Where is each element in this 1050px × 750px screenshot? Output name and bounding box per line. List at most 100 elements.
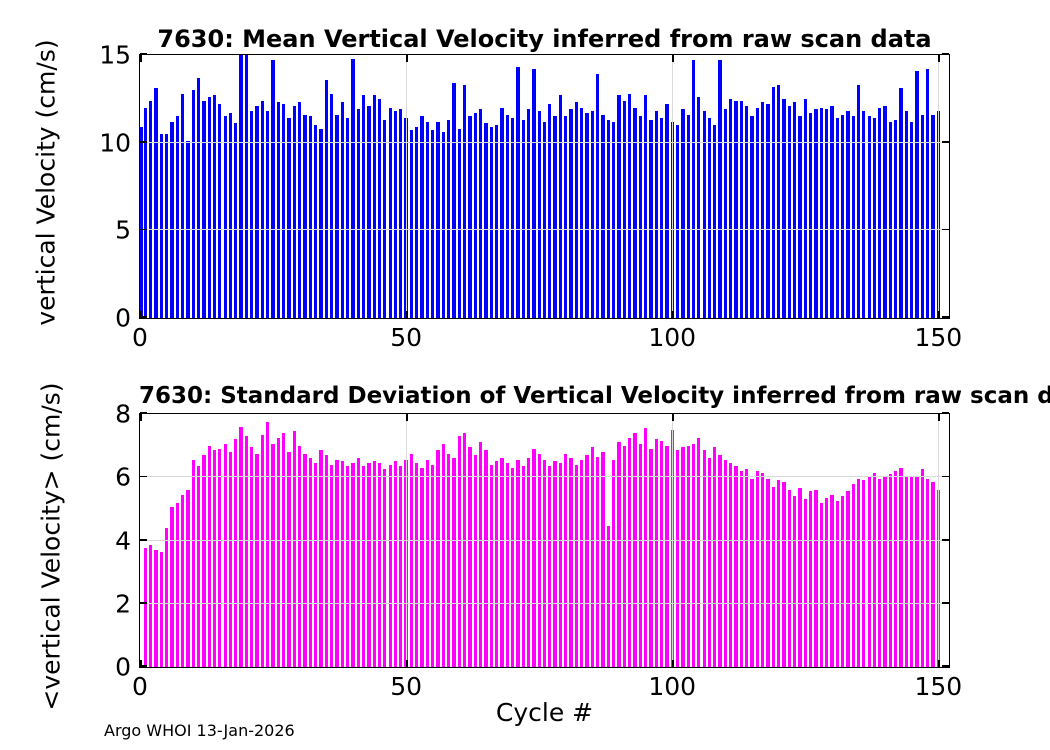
gridline-horizontal bbox=[140, 476, 949, 478]
bar bbox=[824, 109, 829, 318]
x-axis-tick-label: 150 bbox=[914, 323, 963, 352]
bar bbox=[787, 105, 791, 318]
y-axis-tick bbox=[942, 228, 949, 231]
bar bbox=[771, 486, 775, 667]
y-axis-tick bbox=[140, 228, 147, 231]
bar bbox=[399, 466, 403, 667]
bar bbox=[798, 116, 802, 318]
bar bbox=[580, 459, 584, 667]
bar bbox=[628, 437, 632, 667]
bar bbox=[329, 93, 334, 318]
bar bbox=[910, 121, 914, 318]
bar bbox=[766, 104, 770, 318]
bar bbox=[452, 458, 456, 667]
bar bbox=[819, 107, 823, 318]
bar bbox=[218, 104, 222, 318]
bar bbox=[367, 463, 371, 667]
bar bbox=[638, 444, 642, 667]
bar bbox=[915, 70, 919, 318]
bar bbox=[457, 436, 461, 667]
gridline-vertical bbox=[406, 55, 408, 318]
bar bbox=[622, 445, 626, 667]
bar bbox=[654, 439, 658, 667]
bar bbox=[622, 100, 626, 318]
bar bbox=[319, 128, 323, 318]
bar bbox=[415, 463, 419, 667]
bar bbox=[585, 455, 589, 667]
bar bbox=[287, 451, 291, 667]
bar bbox=[154, 88, 158, 318]
bar bbox=[926, 478, 930, 667]
bar bbox=[899, 467, 903, 667]
y-axis-tick bbox=[140, 665, 147, 667]
x-axis-tick-label: 50 bbox=[390, 672, 423, 701]
bar bbox=[601, 451, 605, 667]
bar bbox=[723, 109, 728, 318]
bar bbox=[846, 491, 850, 667]
bar bbox=[787, 489, 791, 667]
bar bbox=[505, 114, 509, 318]
bar bbox=[617, 442, 621, 667]
bar bbox=[894, 470, 898, 667]
bar bbox=[564, 453, 568, 667]
bar bbox=[585, 112, 589, 318]
bar bbox=[553, 116, 557, 318]
bar bbox=[298, 102, 302, 318]
y-axis-tick-label: 8 bbox=[115, 399, 131, 429]
y-axis-tick-label: 5 bbox=[115, 215, 131, 245]
y-axis-tick-label: 10 bbox=[99, 128, 131, 158]
bar bbox=[383, 119, 387, 318]
bar bbox=[643, 95, 648, 318]
bar bbox=[734, 100, 738, 318]
bar bbox=[276, 437, 281, 667]
bar bbox=[707, 118, 712, 318]
bar bbox=[463, 84, 467, 318]
y-axis-tick bbox=[942, 53, 949, 55]
bars-container-std bbox=[140, 414, 949, 667]
bar bbox=[899, 88, 903, 318]
bar bbox=[596, 456, 600, 667]
bar bbox=[739, 100, 744, 318]
bar bbox=[686, 114, 690, 318]
gridline-vertical bbox=[938, 414, 940, 667]
bar bbox=[329, 464, 334, 667]
bar bbox=[803, 499, 807, 667]
bar bbox=[441, 444, 446, 667]
bar bbox=[564, 116, 568, 318]
bar bbox=[234, 439, 238, 667]
bar bbox=[830, 494, 834, 667]
bar bbox=[409, 453, 414, 667]
bar bbox=[542, 121, 547, 318]
bar bbox=[393, 461, 398, 667]
y-axis-tick bbox=[140, 53, 147, 55]
y-axis-tick-label: 4 bbox=[115, 526, 131, 555]
x-axis-tick bbox=[938, 55, 940, 62]
bar bbox=[377, 98, 382, 318]
bar bbox=[659, 440, 664, 667]
bar bbox=[920, 469, 925, 667]
bar bbox=[665, 104, 669, 318]
bar bbox=[282, 104, 286, 318]
bar bbox=[186, 489, 190, 667]
x-axis-tick-label: 0 bbox=[132, 323, 148, 352]
bar bbox=[814, 489, 818, 667]
bar bbox=[931, 114, 935, 318]
bar bbox=[713, 447, 717, 667]
bar bbox=[159, 551, 163, 667]
bar bbox=[452, 83, 456, 318]
bar bbox=[675, 125, 680, 318]
x-axis-tick bbox=[672, 311, 674, 318]
chart-title-mean: 7630: Mean Vertical Velocity inferred fr… bbox=[157, 25, 932, 53]
bar bbox=[798, 488, 802, 667]
plot-area-mean: 0 5 10 15 0 50 100 150 bbox=[99, 43, 962, 351]
bar bbox=[777, 84, 781, 318]
bar bbox=[734, 466, 738, 667]
x-axis-tick bbox=[938, 311, 940, 318]
bar bbox=[372, 95, 376, 318]
bar bbox=[633, 107, 637, 318]
bar bbox=[856, 84, 861, 318]
x-axis-tick-label: 50 bbox=[390, 323, 423, 352]
bar bbox=[526, 458, 531, 667]
bar bbox=[894, 119, 898, 318]
bar bbox=[867, 475, 871, 667]
